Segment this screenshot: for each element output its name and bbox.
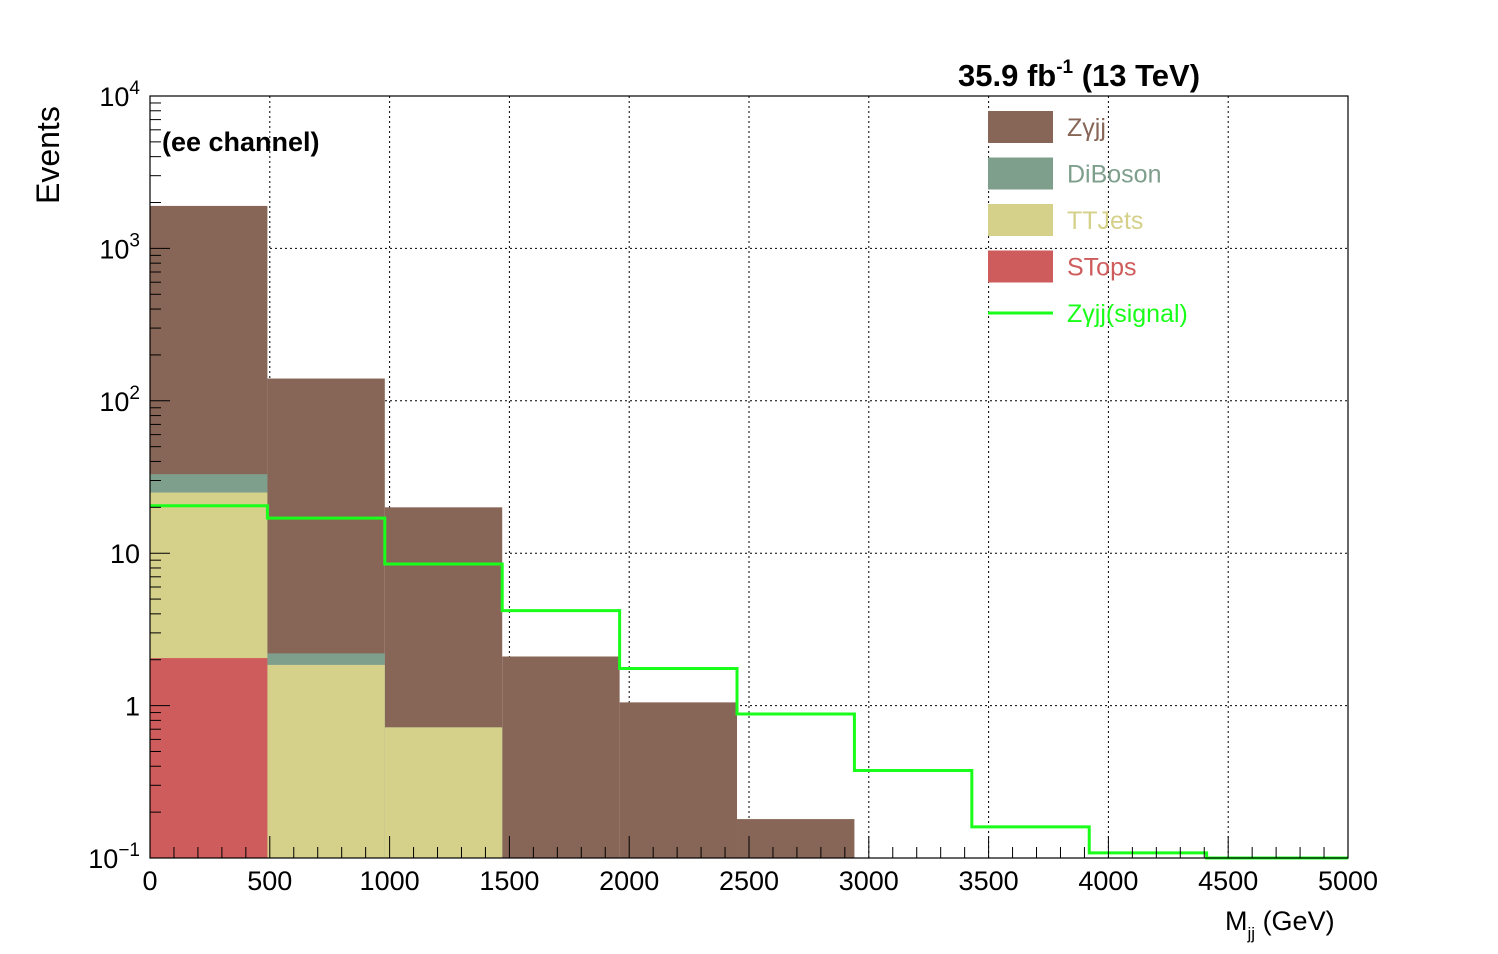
- legend-label: Zγjj(signal): [1067, 300, 1188, 328]
- channel-annotation: (ee channel): [162, 127, 320, 157]
- x-axis-label: Mjj (GeV): [1225, 906, 1335, 943]
- bar-ttjets: [384, 727, 503, 858]
- bar-zjj: [737, 819, 855, 858]
- y-tick-label: 102: [99, 383, 140, 417]
- x-tick-label: 1000: [360, 866, 420, 896]
- y-tick-label: 10: [110, 539, 140, 569]
- legend: Zγjj DiBoson TTJets STops Zγjj(signal): [988, 111, 1188, 328]
- x-axis-ticks: 0 500 1000 1500 2000 2500 3000 3500 4000 4500 5000: [142, 836, 1378, 896]
- legend-label: TTJets: [1067, 207, 1143, 235]
- x-tick-label: 1500: [479, 866, 539, 896]
- y-axis-label: Events: [30, 106, 66, 204]
- y-tick-label: 104: [99, 78, 140, 112]
- legend-label: Zγjj: [1067, 114, 1106, 142]
- x-tick-label: 4500: [1198, 866, 1258, 896]
- x-tick-label: 3500: [959, 866, 1019, 896]
- lumi-title: 35.9 fb-1 (13 TeV): [958, 57, 1200, 93]
- x-tick-label: 4000: [1078, 866, 1138, 896]
- y-tick-label: 1: [125, 692, 140, 722]
- x-tick-label: 3000: [839, 866, 899, 896]
- legend-label: STops: [1067, 254, 1136, 282]
- signal-line: [150, 504, 1348, 860]
- x-tick-label: 5000: [1318, 866, 1378, 896]
- legend-swatch: [988, 111, 1053, 143]
- y-axis-ticks: 10−1 1 10 102 103 104: [88, 78, 170, 874]
- x-tick-label: 0: [142, 866, 157, 896]
- x-tick-label: 2500: [719, 866, 779, 896]
- y-tick-label: 103: [99, 230, 140, 264]
- x-tick-label: 2000: [599, 866, 659, 896]
- bar-ttjets: [267, 664, 385, 858]
- legend-swatch: [988, 204, 1053, 236]
- legend-swatch: [988, 157, 1053, 190]
- x-tick-label: 500: [247, 866, 292, 896]
- bar-zjj: [502, 656, 620, 858]
- y-tick-label: 10−1: [88, 840, 140, 874]
- bar-stops: [150, 658, 268, 858]
- legend-swatch: [988, 250, 1053, 283]
- bar-zjj: [619, 702, 738, 858]
- stacked-bars: [150, 205, 855, 858]
- signal-line-group: [150, 504, 1348, 860]
- legend-label: DiBoson: [1067, 161, 1162, 189]
